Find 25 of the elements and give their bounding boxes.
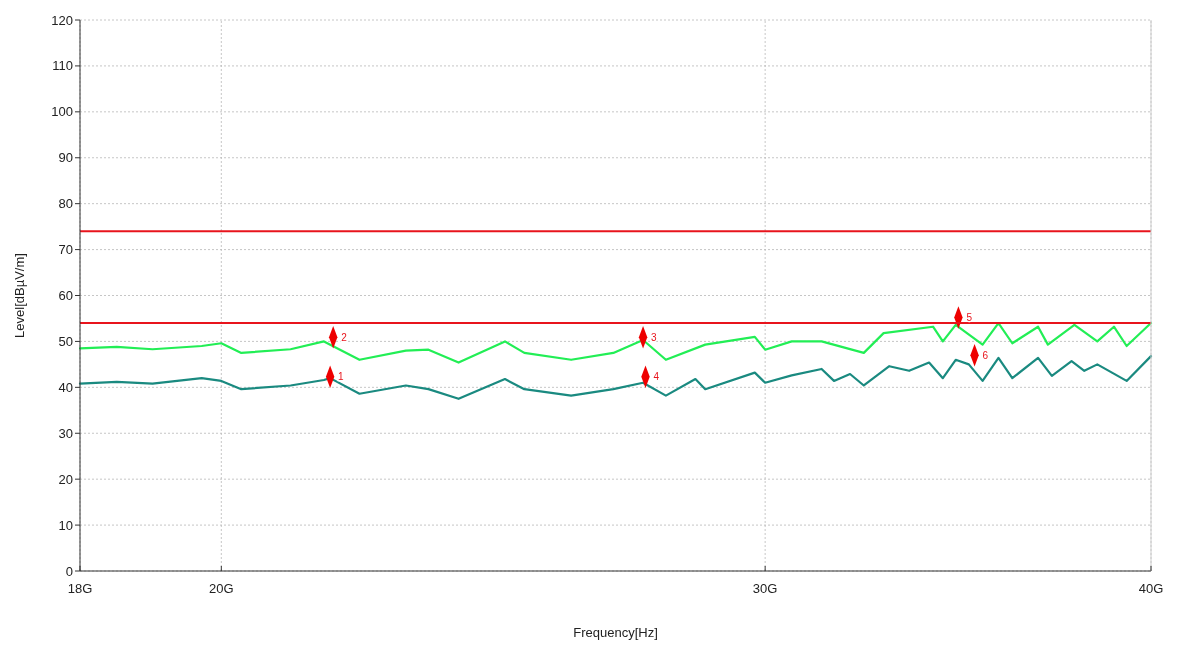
annotation: 1 — [338, 371, 345, 383]
y-tick-label: 90 — [58, 150, 73, 166]
annotation: 5 — [966, 312, 973, 324]
x-tick-label: 40G — [1138, 581, 1164, 596]
y-tick-label: 0 — [65, 563, 73, 579]
y-tick-label: 120 — [51, 12, 73, 28]
y-tick-label: 110 — [52, 58, 73, 74]
y-tick-label: 50 — [58, 333, 73, 349]
y-tick-label: 40 — [58, 379, 73, 395]
y-tick-label: 100 — [51, 104, 73, 120]
y-tick-label: 60 — [58, 288, 73, 304]
annotation: 2 — [341, 331, 348, 343]
annotation: 3 — [651, 331, 658, 343]
annotation: 6 — [982, 349, 989, 361]
annotation: 4 — [653, 371, 660, 383]
y-tick-label: 30 — [58, 425, 73, 441]
y-tick-label: 10 — [58, 517, 73, 533]
x-tick-label: 30G — [752, 581, 778, 596]
y-axis-title: Level[dBµV/m] — [12, 253, 27, 338]
x-tick-label: 20G — [209, 581, 234, 596]
y-tick-label: 70 — [58, 242, 73, 258]
y-tick-label: 80 — [58, 196, 73, 212]
x-axis-title: Frequency[Hz] — [573, 625, 658, 640]
x-tick-label: 18G — [67, 581, 93, 596]
y-tick-label: 20 — [58, 471, 73, 487]
